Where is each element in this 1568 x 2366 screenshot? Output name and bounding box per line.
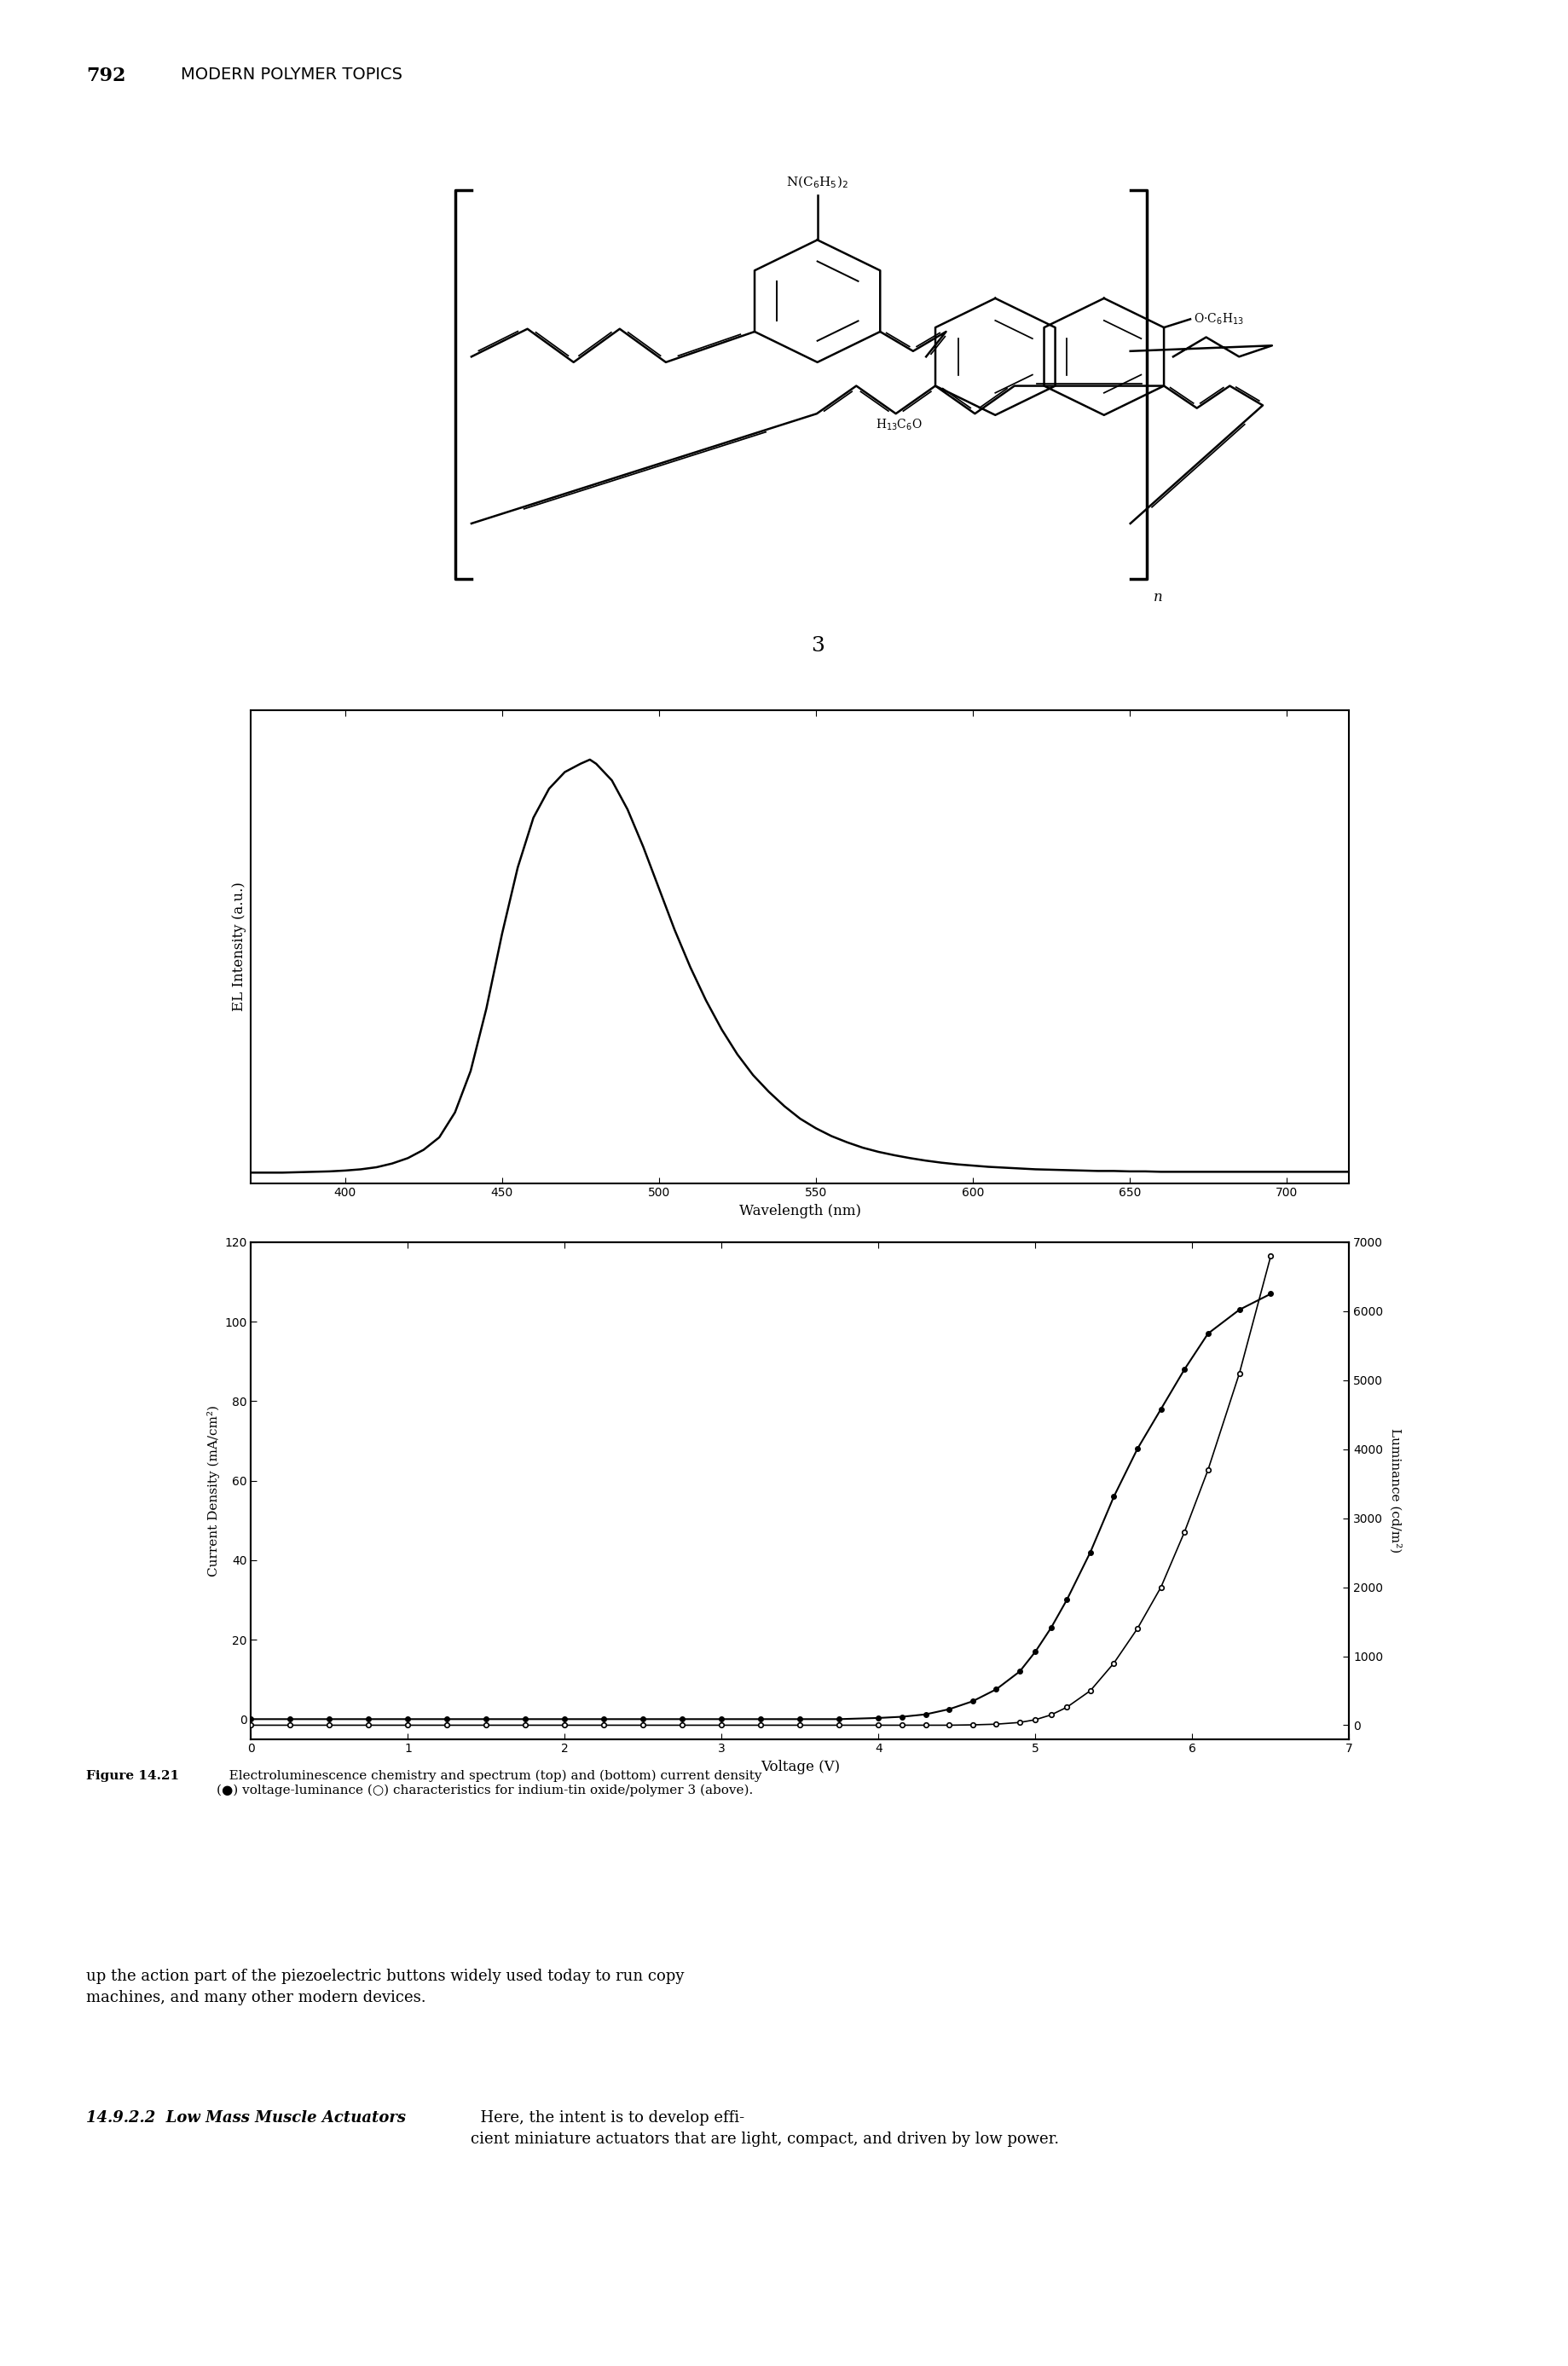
X-axis label: Wavelength (nm): Wavelength (nm): [739, 1204, 861, 1218]
Text: MODERN POLYMER TOPICS: MODERN POLYMER TOPICS: [180, 66, 401, 83]
Text: 3: 3: [811, 636, 823, 655]
Text: 792: 792: [86, 66, 125, 85]
Text: O$\cdot$C$_6$H$_{13}$: O$\cdot$C$_6$H$_{13}$: [1193, 312, 1243, 327]
X-axis label: Voltage (V): Voltage (V): [760, 1760, 839, 1774]
Text: Electroluminescence chemistry and spectrum (top) and (bottom) current density
(●: Electroluminescence chemistry and spectr…: [216, 1770, 762, 1796]
Text: N(C$_6$H$_5$)$_2$: N(C$_6$H$_5$)$_2$: [786, 175, 848, 189]
Text: Figure 14.21: Figure 14.21: [86, 1770, 179, 1782]
Text: H$_{13}$C$_6$O: H$_{13}$C$_6$O: [875, 416, 922, 433]
Text: up the action part of the piezoelectric buttons widely used today to run copy
ma: up the action part of the piezoelectric …: [86, 1969, 684, 2004]
Y-axis label: Luminance (cd/m²): Luminance (cd/m²): [1388, 1429, 1400, 1552]
Y-axis label: Current Density (mA/cm²): Current Density (mA/cm²): [207, 1405, 220, 1576]
Text: n: n: [1152, 589, 1162, 606]
Text: 14.9.2.2  Low Mass Muscle Actuators: 14.9.2.2 Low Mass Muscle Actuators: [86, 2110, 406, 2125]
Y-axis label: EL Intensity (a.u.): EL Intensity (a.u.): [232, 883, 246, 1010]
Text: Here, the intent is to develop effi-
cient miniature actuators that are light, c: Here, the intent is to develop effi- cie…: [470, 2110, 1058, 2146]
